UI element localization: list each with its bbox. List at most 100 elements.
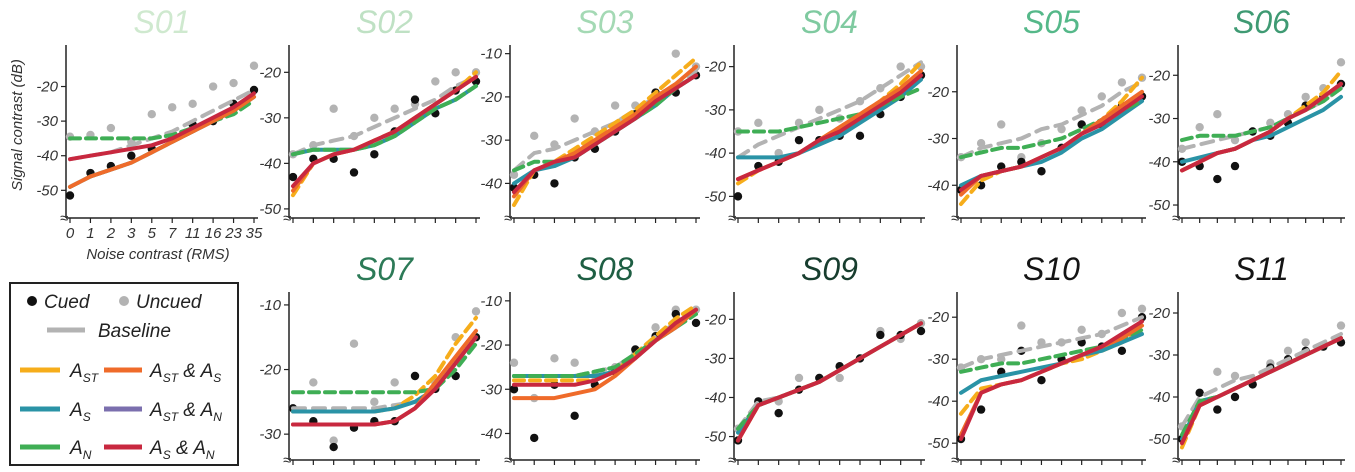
y-tick-label: -20 <box>259 362 281 379</box>
series-line-baseline <box>291 74 478 157</box>
uncued-point <box>168 103 177 112</box>
uncued-point <box>390 104 399 113</box>
cued-point <box>916 326 926 336</box>
series-line-a-st-and-a-s <box>512 64 698 199</box>
axis-break-symbol: ≈ <box>1172 210 1180 227</box>
panel-s11: S11 ≈-50 -40 -30 -20 <box>1148 251 1346 469</box>
cued-point <box>794 135 804 145</box>
uncued-point <box>309 378 318 387</box>
series-line-a-n <box>291 341 478 395</box>
uncued-point <box>106 123 116 133</box>
uncued-point <box>370 397 379 407</box>
y-tick-label: -10 <box>259 297 281 314</box>
uncued-point <box>1097 92 1106 101</box>
cued-point <box>329 442 338 452</box>
y-tick-label: -40 <box>704 145 726 162</box>
cued-point <box>1213 174 1222 184</box>
y-tick-label: -10 <box>480 293 502 310</box>
cued-point <box>530 433 539 443</box>
legend-a-st-and-a-n-label: AST & AN <box>149 400 222 424</box>
legend-a-n-label: AN <box>69 438 92 462</box>
axis-break-symbol: ≈ <box>1172 452 1180 469</box>
panel-s06: S06 ≈-50 -40 -30 -20 <box>1148 4 1346 227</box>
cued-point <box>876 330 885 340</box>
y-tick-label: -20 <box>480 89 502 106</box>
uncued-point <box>329 104 338 113</box>
x-tick-label: 23 <box>224 225 242 242</box>
y-tick-label: -20 <box>36 79 58 96</box>
y-tick-label: -50 <box>259 201 281 218</box>
y-tick-label: -30 <box>259 426 281 443</box>
y-tick-label: -50 <box>704 429 726 446</box>
axis-break-symbol: ≈ <box>60 210 68 227</box>
uncued-point <box>610 101 620 110</box>
uncued-point <box>570 114 579 123</box>
legend-box <box>9 282 239 466</box>
panel-s09: S09 ≈-50 -40 -30 -20 <box>704 251 926 469</box>
uncued-point <box>229 78 238 88</box>
y-tick-label: -40 <box>927 177 949 194</box>
panel-title: S11 <box>1234 251 1289 287</box>
series-line-a-s-and-a-n <box>291 335 478 427</box>
cued-point <box>249 85 259 95</box>
x-axis-label: Noise contrast (RMS) <box>86 246 229 263</box>
x-tick-label: 7 <box>168 225 177 242</box>
y-tick-label: -30 <box>36 113 58 130</box>
series-line-a-st-and-a-s <box>1180 336 1343 446</box>
series-line-a-s-and-a-n <box>736 73 923 182</box>
y-tick-label: -20 <box>704 311 726 328</box>
series-line-a-s-and-a-n <box>1180 336 1343 446</box>
axis-break-symbol: ≈ <box>728 210 736 227</box>
uncued-point <box>976 138 986 148</box>
legend-baseline-label: Baseline <box>98 321 171 342</box>
x-tick-label: 0 <box>66 225 75 242</box>
series-line-a-s-and-a-n <box>512 73 698 195</box>
cued-point <box>1230 161 1240 171</box>
series-line-baseline <box>1180 332 1343 429</box>
uncued-point <box>1213 367 1222 376</box>
axis-break-symbol: ≈ <box>728 452 736 469</box>
legend-cued-label: Cued <box>44 292 91 313</box>
uncued-point <box>1117 308 1127 318</box>
x-tick-label: 35 <box>246 225 263 242</box>
y-tick-label: -30 <box>259 110 281 127</box>
axis-break-symbol: ≈ <box>283 452 291 469</box>
uncued-point <box>208 82 218 91</box>
uncued-point <box>1336 321 1346 330</box>
axis-break-symbol: ≈ <box>951 452 959 469</box>
panel-title: S10 <box>1023 251 1080 287</box>
legend: Cued Uncued Baseline AST AS AN AST & AS … <box>9 282 239 466</box>
x-tick-label: 3 <box>127 225 136 242</box>
uncued-point <box>1077 325 1086 334</box>
axis-break-symbol: ≈ <box>504 210 512 227</box>
cued-point <box>127 151 136 160</box>
uncued-point <box>431 77 440 86</box>
series-line-a-s <box>736 77 923 160</box>
cued-point <box>410 95 420 104</box>
cued-point <box>855 131 865 141</box>
cued-point <box>1213 405 1222 414</box>
uncued-point <box>1283 346 1293 355</box>
y-tick-label: -40 <box>704 389 726 406</box>
y-tick-label: -40 <box>1148 389 1170 406</box>
panel-s04: S04 ≈-50 -40 -30 -20 <box>704 4 926 227</box>
uncued-point <box>1336 58 1346 67</box>
uncued-point <box>550 354 559 363</box>
cued-point <box>1230 392 1240 402</box>
x-tick-label: 5 <box>148 225 157 242</box>
series-line-a-s-and-a-n <box>68 91 256 162</box>
uncued-point <box>754 118 763 128</box>
y-tick-label: -40 <box>480 425 502 442</box>
series-line-a-s-and-a-n <box>959 94 1144 192</box>
uncued-point <box>509 358 519 367</box>
series-line-a-st-and-a-s <box>68 94 256 189</box>
uncued-point <box>1057 124 1066 134</box>
uncued-point <box>147 110 156 119</box>
y-tick-label: -30 <box>704 350 726 367</box>
uncued-point <box>1266 118 1275 128</box>
legend-cued-marker <box>27 296 37 306</box>
panel-title: S08 <box>577 251 634 287</box>
cued-point <box>733 192 743 201</box>
panel-title: S07 <box>356 251 414 287</box>
uncued-point <box>835 373 844 383</box>
